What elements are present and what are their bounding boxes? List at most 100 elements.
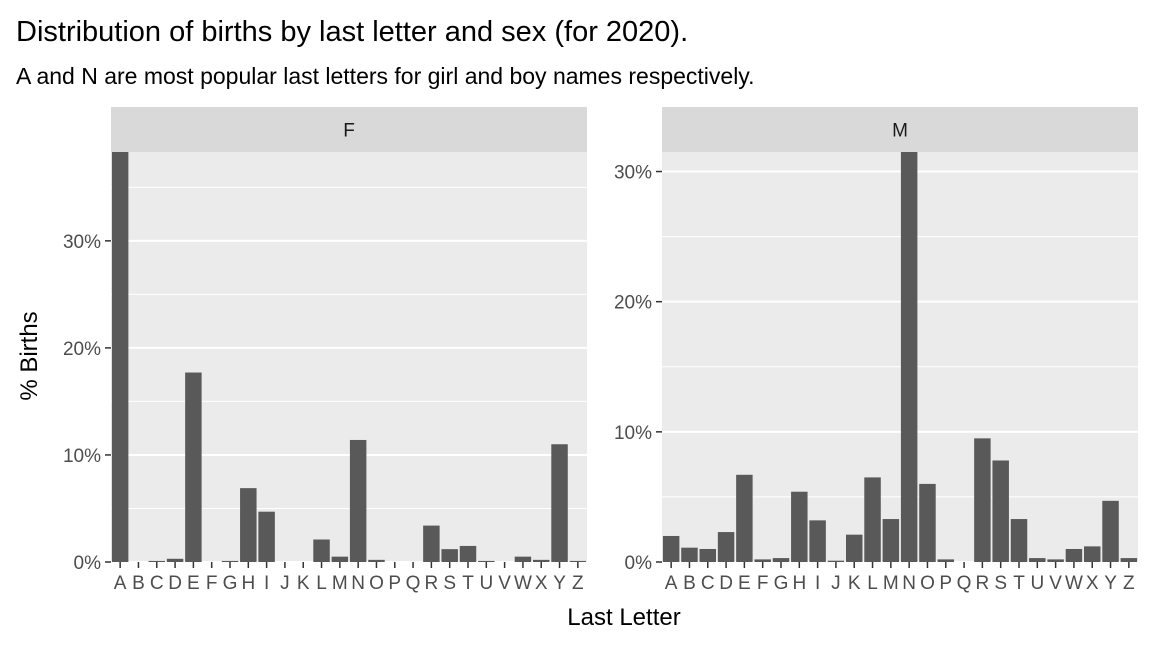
bar-f-a [111, 152, 129, 562]
x-tick-label: E [738, 573, 751, 594]
bar-f-u [478, 560, 495, 562]
bar-m-i [809, 520, 826, 562]
x-tick-label: Y [1104, 573, 1117, 594]
bar-m-a [662, 535, 680, 562]
x-tick-label: A [665, 573, 678, 594]
bar-m-f [754, 559, 771, 562]
y-tick-label: 20% [614, 293, 652, 314]
x-tick-label: H [792, 573, 806, 594]
bar-f-g [221, 560, 239, 562]
x-tick-label: B [683, 573, 696, 594]
x-tick-label: D [168, 573, 182, 594]
x-tick-label: A [114, 573, 127, 594]
y-tick-label: 0% [74, 553, 102, 574]
bar-m-w [1065, 548, 1083, 562]
x-tick-label: O [369, 573, 384, 594]
x-tick-label: E [187, 573, 200, 594]
x-tick-label: V [1049, 573, 1062, 594]
x-tick-label: M [883, 573, 899, 594]
bar-f-w [514, 556, 532, 562]
x-tick-label: V [498, 573, 511, 594]
bar-m-j [827, 560, 845, 562]
bar-m-g [772, 558, 790, 562]
x-tick-label: Q [406, 573, 421, 594]
bar-m-k [845, 534, 863, 562]
bar-f-x [532, 559, 550, 562]
x-tick-label: J [280, 573, 290, 594]
x-tick-label: R [976, 573, 990, 594]
bar-f-d [166, 558, 184, 562]
x-tick-label: X [1086, 573, 1099, 594]
x-tick-label: H [241, 573, 255, 594]
bar-f-s [441, 549, 458, 562]
bar-f-l [313, 539, 330, 562]
x-tick-label: C [150, 573, 164, 594]
bar-m-y [1102, 500, 1119, 562]
bar-m-s [992, 460, 1009, 562]
bar-f-y [551, 444, 568, 562]
x-tick-label: K [848, 573, 861, 594]
strip-label-f: F [343, 121, 355, 142]
y-tick-label: 30% [63, 232, 101, 253]
y-axis-title: % Births [16, 311, 43, 400]
x-tick-label: W [514, 573, 532, 594]
y-tick-label: 10% [614, 423, 652, 444]
bar-m-d [717, 532, 735, 562]
x-tick-label: I [815, 573, 820, 594]
chart-subtitle: A and N are most popular last letters fo… [16, 63, 754, 89]
x-tick-label: Q [957, 573, 972, 594]
x-tick-label: T [1013, 573, 1025, 594]
x-tick-label: F [757, 573, 769, 594]
y-tick-label: 30% [614, 163, 652, 184]
bar-f-n [349, 439, 367, 562]
bar-m-o [919, 483, 936, 562]
bar-m-n [900, 152, 918, 562]
strip-label-m: M [892, 121, 908, 142]
x-tick-label: I [264, 573, 269, 594]
x-tick-label: Y [553, 573, 566, 594]
x-tick-label: D [719, 573, 733, 594]
x-tick-label: B [132, 573, 145, 594]
bar-f-c [148, 560, 166, 562]
bar-f-h [240, 488, 257, 562]
x-tick-label: J [831, 573, 841, 594]
bar-m-e [736, 474, 753, 562]
bar-f-o [368, 559, 385, 562]
x-tick-label: F [206, 573, 218, 594]
y-tick-label: 20% [63, 339, 101, 360]
x-tick-label: W [1065, 573, 1083, 594]
x-tick-label: R [425, 573, 439, 594]
x-tick-label: X [535, 573, 548, 594]
bar-m-r [974, 438, 991, 562]
bar-m-p [937, 559, 955, 562]
bar-m-x [1083, 546, 1101, 562]
x-tick-label: U [1030, 573, 1044, 594]
bar-m-z [1120, 558, 1138, 562]
bar-m-h [791, 491, 808, 562]
x-tick-label: S [443, 573, 456, 594]
x-tick-label: O [920, 573, 935, 594]
bar-m-b [681, 547, 698, 562]
bar-f-i [258, 511, 275, 562]
bar-m-u [1029, 558, 1046, 562]
x-tick-label: L [867, 573, 878, 594]
chart-title: Distribution of births by last letter an… [16, 16, 688, 48]
x-tick-label: U [479, 573, 493, 594]
bar-m-m [882, 519, 900, 562]
bar-m-t [1010, 519, 1028, 562]
x-tick-label: G [223, 573, 238, 594]
bar-f-t [459, 545, 477, 562]
bar-m-l [864, 477, 881, 562]
bar-f-r [423, 525, 440, 562]
panel-m: M0%10%20%30%A B C D E F G H I J K L M N O P Q R S T U V W X Y Z [614, 107, 1138, 594]
x-tick-label: C [701, 573, 715, 594]
panel-f: F0%10%20%30%A B C D E F G H I J K L M N O P Q R S T U V W X Y Z [63, 107, 587, 594]
panel-background-m [662, 152, 1138, 562]
bar-m-c [699, 548, 717, 562]
x-tick-label: M [332, 573, 348, 594]
y-tick-label: 0% [625, 553, 653, 574]
strip-f [111, 107, 587, 152]
x-tick-label: N [351, 573, 365, 594]
x-tick-label: P [939, 573, 952, 594]
